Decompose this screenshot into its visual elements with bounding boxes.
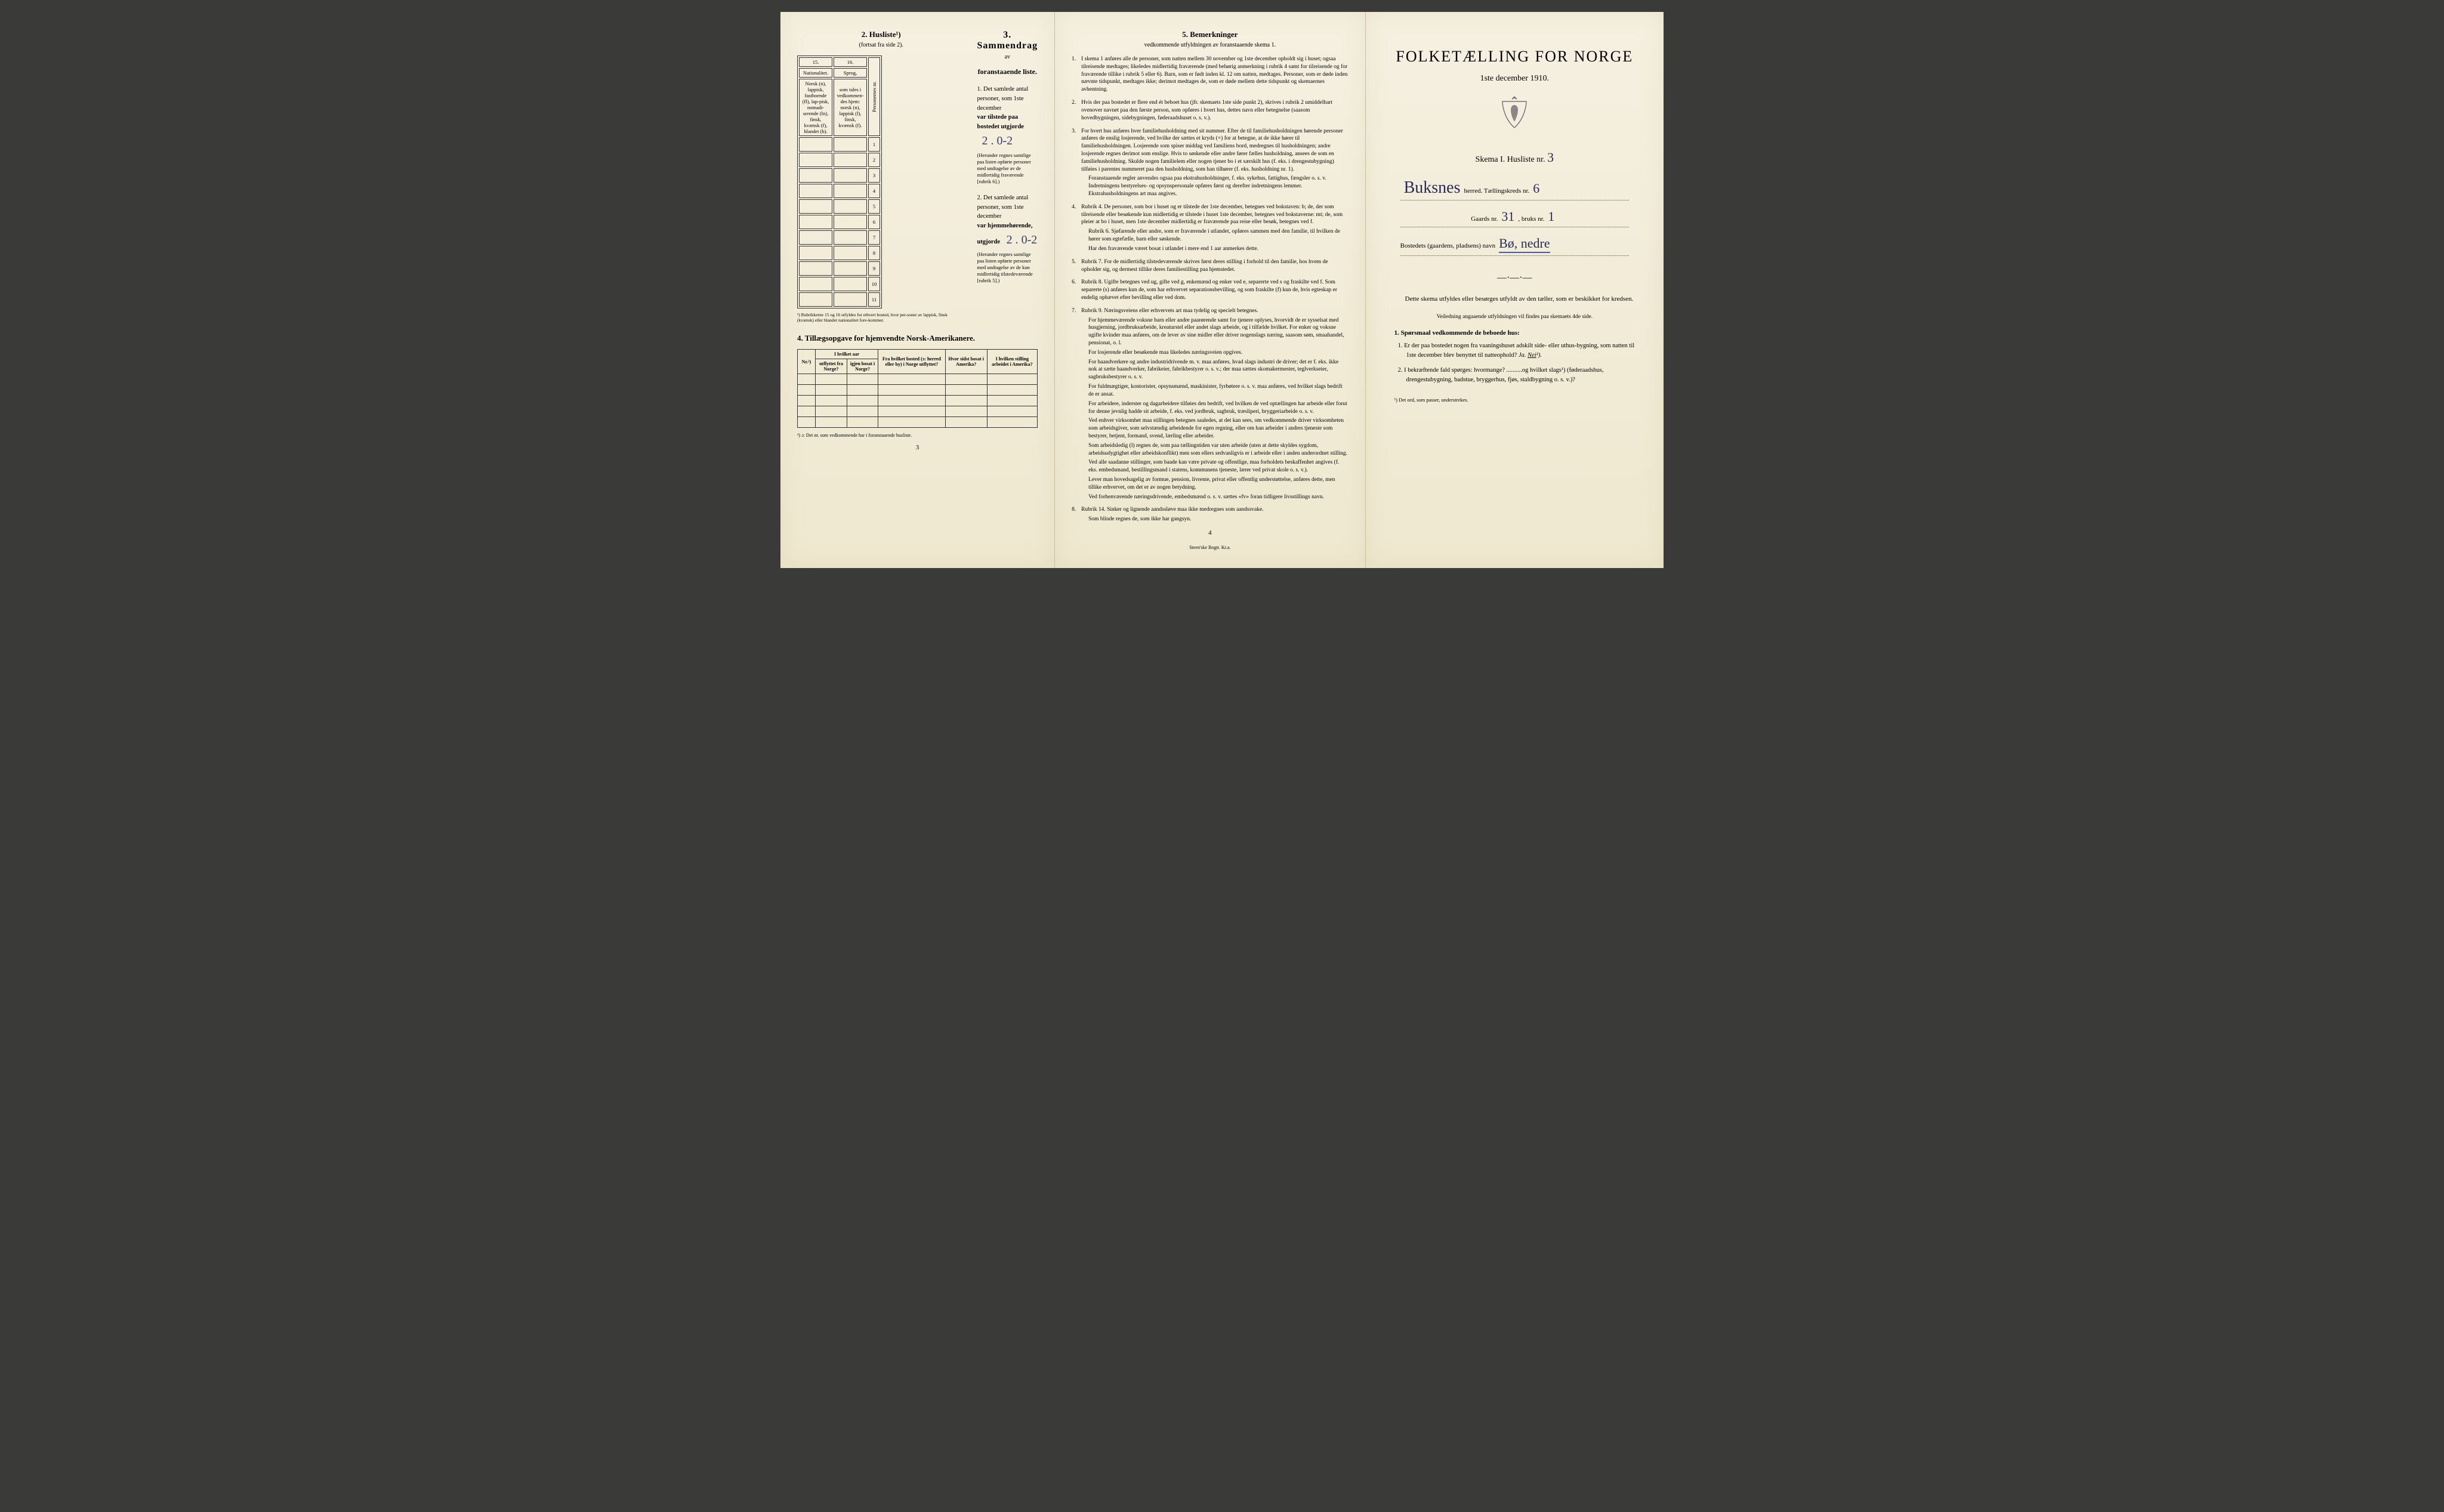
- skema-line: Skema I. Husliste nr. 3: [1383, 150, 1647, 165]
- body-text-1: Dette skema utfyldes eller besørges utfy…: [1394, 294, 1635, 304]
- kreds-value: 6: [1533, 181, 1539, 196]
- item2-value: 2 . 0-2: [1007, 231, 1038, 249]
- section4-title: 4. Tillægsopgave for hjemvendte Norsk-Am…: [797, 334, 1038, 343]
- question-1: 1. Er der paa bostedet nogen fra vaaning…: [1394, 341, 1635, 360]
- skema-label: Skema I. Husliste nr.: [1476, 155, 1545, 164]
- gaard-line: Gaards nr. 31 , bruks nr. 1: [1400, 206, 1629, 227]
- item2-lead: 2. Det samlede antal personer, som 1ste …: [977, 195, 1029, 220]
- h-aar: I hvilket aar: [816, 350, 878, 359]
- husliste-table-wrap: 2. Husliste¹) (fortsat fra side 2). 15. …: [797, 30, 965, 323]
- sammendrag-section: 3. Sammendrag av foranstaaende liste. 1.…: [971, 30, 1038, 323]
- r9: 9: [868, 261, 880, 276]
- item1-lead: 1. Det samlede antal personer, som 1ste …: [977, 86, 1029, 112]
- body-text-2: Veiledning angaaende utfyldningen vil fi…: [1394, 313, 1635, 321]
- gaard-nr: 31: [1501, 209, 1514, 224]
- col-16: 16.: [834, 57, 867, 67]
- h-sidst: Hvor sidst bosat i Amerika?: [945, 350, 987, 374]
- page-number-3: 3: [797, 444, 1038, 451]
- r7: 7: [868, 230, 880, 245]
- document-container: 2. Husliste¹) (fortsat fra side 2). 15. …: [780, 12, 1664, 568]
- questions-section: 1. Spørsmaal vedkommende de beboede hus:…: [1394, 329, 1635, 385]
- item1-value: 2 . 0-2: [982, 132, 1013, 150]
- item1-var: var tilstede paa bostedet utgjorde: [977, 114, 1024, 130]
- main-title: FOLKETÆLLING FOR NORGE: [1383, 48, 1647, 66]
- table-row: [798, 396, 1038, 406]
- h-utfl: utflyttet fra Norge?: [816, 359, 847, 374]
- h-igjen: igjen bosat i Norge?: [847, 359, 878, 374]
- q1-text: 1. Er der paa bostedet nogen fra vaaning…: [1398, 342, 1635, 359]
- r2: 2: [868, 153, 880, 167]
- husliste-subtitle: (fortsat fra side 2).: [797, 42, 965, 48]
- bruks-nr: 1: [1548, 209, 1554, 224]
- r11: 11: [868, 292, 880, 307]
- bosted-name: Bø, nedre: [1499, 236, 1550, 253]
- bosted-label: Bostedets (gaardens, pladsens) navn: [1400, 242, 1495, 249]
- section4-table: Nr.²) I hvilket aar Fra hvilket bosted (…: [797, 349, 1038, 428]
- question-heading: 1. Spørsmaal vedkommende de beboede hus:: [1394, 329, 1635, 337]
- fill-lines: Buksnes herred. Tællingskreds nr. 6 Gaar…: [1400, 176, 1629, 256]
- h-nr: Nr.²): [798, 350, 816, 374]
- page-cover: FOLKETÆLLING FOR NORGE 1ste december 191…: [1366, 12, 1664, 568]
- page-3: 2. Husliste¹) (fortsat fra side 2). 15. …: [780, 12, 1055, 568]
- husliste-table: 15. 16. Personernes nr. Nationalitet. Sp…: [797, 55, 882, 308]
- bemerk-subtitle: vedkommende utfyldningen av foranstaaend…: [1072, 42, 1348, 48]
- col-nat: Nationalitet.: [799, 68, 832, 78]
- coat-of-arms-icon: [1383, 95, 1647, 132]
- r1: 1: [868, 137, 880, 152]
- page-number-4: 4: [1072, 529, 1348, 536]
- gaard-label: Gaards nr.: [1471, 215, 1498, 223]
- col-sprog: Sprog,: [834, 68, 867, 78]
- col-15: 15.: [799, 57, 832, 67]
- sammendrag-item-1: 1. Det samlede antal personer, som 1ste …: [977, 85, 1038, 185]
- section4-footnote: ²) ɔ: Det nr. som vedkommende har i fora…: [797, 433, 1038, 438]
- sprog-note: som tales i vedkommen-des hjem: norsk (n…: [834, 79, 867, 136]
- nat-note: Norsk (n), lappisk, fastboende (fl), lap…: [799, 79, 832, 136]
- item2-note: (Herunder regnes samtlige paa listen opf…: [977, 251, 1038, 284]
- r10: 10: [868, 277, 880, 291]
- bemerk-list: 1.I skema 1 anføres alle de personer, so…: [1072, 55, 1348, 523]
- husliste-footnote: ¹) Rubrikkerne 15 og 16 utfyldes for eth…: [797, 312, 965, 323]
- r5: 5: [868, 199, 880, 214]
- herred-label: herred. Tællingskreds nr.: [1464, 187, 1530, 195]
- herred-line: Buksnes herred. Tællingskreds nr. 6: [1400, 176, 1629, 200]
- divider-icon: ―·―·―: [1383, 273, 1647, 283]
- skema-value: 3: [1547, 150, 1554, 165]
- bruks-label: , bruks nr.: [1518, 215, 1544, 223]
- table-row: [798, 417, 1038, 428]
- r8: 8: [868, 246, 880, 260]
- r4: 4: [868, 184, 880, 198]
- sammendrag-sub2: foranstaaende liste.: [977, 67, 1038, 76]
- table-row: [798, 406, 1038, 417]
- table-row: [798, 385, 1038, 396]
- h-stilling: I hvilken stilling arbeidet i Amerika?: [987, 350, 1037, 374]
- col-pers: Personernes nr.: [868, 57, 880, 136]
- table-row: [798, 374, 1038, 385]
- date-line: 1ste december 1910.: [1383, 74, 1647, 84]
- h-bosted: Fra hvilket bosted (ɔ: herred eller by) …: [878, 350, 945, 374]
- section-4: 4. Tillægsopgave for hjemvendte Norsk-Am…: [797, 334, 1038, 451]
- sammendrag-item-2: 2. Det samlede antal personer, som 1ste …: [977, 193, 1038, 284]
- q1-answer: Ja. Nei²).: [1519, 352, 1542, 359]
- item1-note: (Herunder regnes samtlige paa listen opf…: [977, 152, 1038, 185]
- bosted-line: Bostedets (gaardens, pladsens) navn Bø, …: [1400, 233, 1629, 256]
- question-2: 2. I bekræftende fald spørges: hvormange…: [1394, 366, 1635, 385]
- printer-credit: Steen'ske Bogtr. Kr.a.: [1072, 545, 1348, 550]
- husliste-section: 2. Husliste¹) (fortsat fra side 2). 15. …: [797, 30, 1038, 323]
- husliste-title: 2. Husliste¹): [797, 30, 965, 39]
- sammendrag-title: 3. Sammendrag: [977, 30, 1038, 51]
- r6: 6: [868, 215, 880, 229]
- page3-footnote: ¹) Det ord, som passer, understrekes.: [1394, 397, 1635, 403]
- page-4: 5. Bemerkninger vedkommende utfyldningen…: [1055, 12, 1366, 568]
- bemerk-title: 5. Bemerkninger: [1072, 30, 1348, 39]
- sammendrag-av: av: [977, 54, 1038, 60]
- herred-name: Buksnes: [1404, 178, 1461, 198]
- r3: 3: [868, 168, 880, 183]
